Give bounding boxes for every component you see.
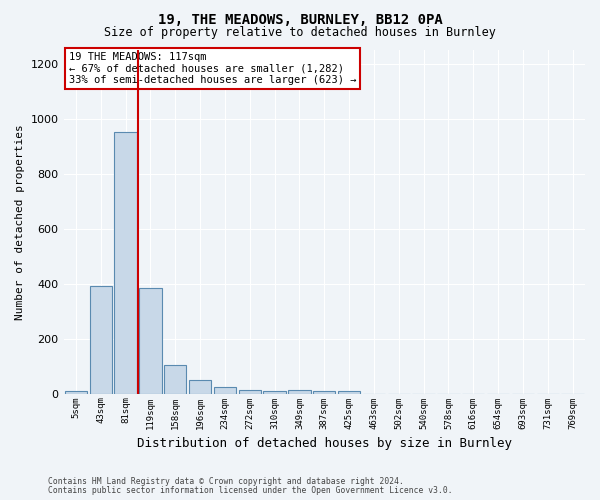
Bar [139, 288, 161, 394]
Y-axis label: Number of detached properties: Number of detached properties [15, 124, 25, 320]
Bar [239, 390, 261, 394]
Text: Contains HM Land Registry data © Crown copyright and database right 2024.: Contains HM Land Registry data © Crown c… [48, 477, 404, 486]
Bar [263, 392, 286, 394]
Bar [313, 392, 335, 394]
Text: Contains public sector information licensed under the Open Government Licence v3: Contains public sector information licen… [48, 486, 452, 495]
Bar [189, 380, 211, 394]
Bar [214, 387, 236, 394]
Text: Size of property relative to detached houses in Burnley: Size of property relative to detached ho… [104, 26, 496, 39]
Bar [65, 391, 87, 394]
Bar [115, 132, 137, 394]
Bar [89, 286, 112, 394]
Bar [164, 365, 187, 394]
Text: 19 THE MEADOWS: 117sqm
← 67% of detached houses are smaller (1,282)
33% of semi-: 19 THE MEADOWS: 117sqm ← 67% of detached… [69, 52, 356, 85]
X-axis label: Distribution of detached houses by size in Burnley: Distribution of detached houses by size … [137, 437, 512, 450]
Bar [288, 390, 311, 394]
Text: 19, THE MEADOWS, BURNLEY, BB12 0PA: 19, THE MEADOWS, BURNLEY, BB12 0PA [158, 12, 442, 26]
Bar [338, 391, 360, 394]
